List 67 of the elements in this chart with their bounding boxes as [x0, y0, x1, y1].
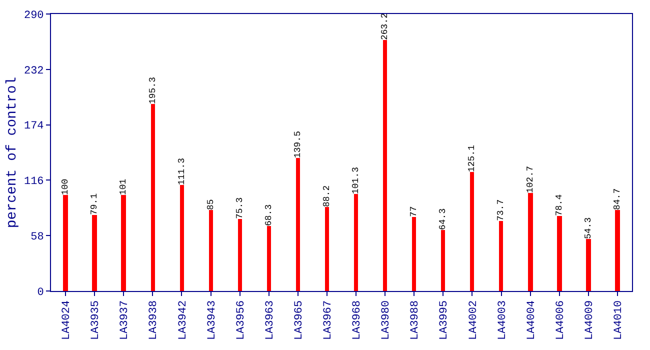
x-tick-label: LA4010	[613, 300, 626, 340]
x-tick-label: LA3980	[380, 300, 393, 340]
bar	[615, 210, 620, 291]
x-tick-label: LA3937	[119, 300, 132, 340]
bar	[121, 195, 126, 291]
x-tick-label: LA4002	[468, 300, 480, 340]
y-tick-label: 58	[30, 231, 44, 244]
x-tick-label: LA3967	[322, 300, 335, 340]
data-label: 139.5	[293, 130, 303, 158]
bar	[528, 193, 533, 291]
bar	[267, 226, 271, 291]
y-tick-label: 116	[24, 176, 44, 188]
data-label: 73.7	[496, 199, 506, 221]
data-label: 102.7	[526, 166, 536, 193]
x-tick-label: LA3935	[90, 300, 102, 340]
x-tick-label: LA3988	[410, 300, 422, 340]
data-label: 195.3	[148, 76, 158, 104]
data-label: 100	[60, 178, 70, 195]
data-label: 111.3	[177, 158, 187, 185]
bar	[325, 207, 329, 291]
y-tick-label: 174	[24, 120, 44, 133]
y-tick-label: 232	[24, 65, 44, 78]
x-tick-label: LA3968	[352, 300, 364, 340]
x-tick-label: LA3956	[235, 300, 248, 340]
data-label: 85	[206, 199, 216, 210]
bar	[354, 194, 358, 291]
bar	[499, 221, 503, 291]
x-tick-label: LA4004	[526, 300, 538, 340]
data-label: 101	[118, 178, 128, 195]
y-tick-label: 290	[24, 10, 44, 22]
data-label: 68.3	[264, 204, 274, 226]
bar	[151, 104, 155, 291]
bar	[412, 217, 416, 291]
data-label: 88.2	[322, 185, 332, 207]
data-label: 64.3	[438, 208, 448, 230]
bar	[296, 158, 300, 291]
data-label: 75.3	[235, 197, 245, 219]
data-label: 79.1	[90, 193, 100, 215]
bar	[92, 215, 97, 291]
x-tick-label: LA3943	[206, 300, 218, 340]
data-label: 54.3	[584, 217, 594, 239]
bar	[441, 230, 445, 291]
bar	[586, 239, 591, 291]
x-tick-label: LA3938	[148, 300, 160, 340]
x-tick-label: LA4003	[496, 300, 509, 340]
x-tick-label: LA4006	[554, 300, 567, 340]
x-tick-label: LA3995	[438, 300, 451, 340]
data-label: 77	[409, 206, 419, 217]
y-tick-label: 0	[37, 286, 44, 299]
data-label: 101.3	[351, 166, 361, 194]
bar	[63, 195, 68, 291]
bar	[557, 216, 562, 291]
x-tick-label: LA3942	[177, 300, 190, 340]
x-tick-label: LA3963	[264, 300, 276, 340]
bar	[238, 219, 242, 291]
y-axis-title: percent of control	[4, 76, 21, 228]
bar	[470, 172, 474, 291]
x-tick-label: LA3965	[294, 300, 306, 340]
x-tick-label: LA4009	[584, 300, 596, 340]
data-label: 125.1	[467, 144, 477, 172]
data-label: 263.2	[380, 12, 390, 40]
bar	[209, 210, 213, 291]
data-label: 78.4	[554, 194, 564, 216]
x-tick-label: LA4024	[61, 300, 74, 340]
data-label: 84.7	[612, 188, 622, 210]
bar	[383, 40, 387, 291]
bar	[180, 185, 184, 291]
